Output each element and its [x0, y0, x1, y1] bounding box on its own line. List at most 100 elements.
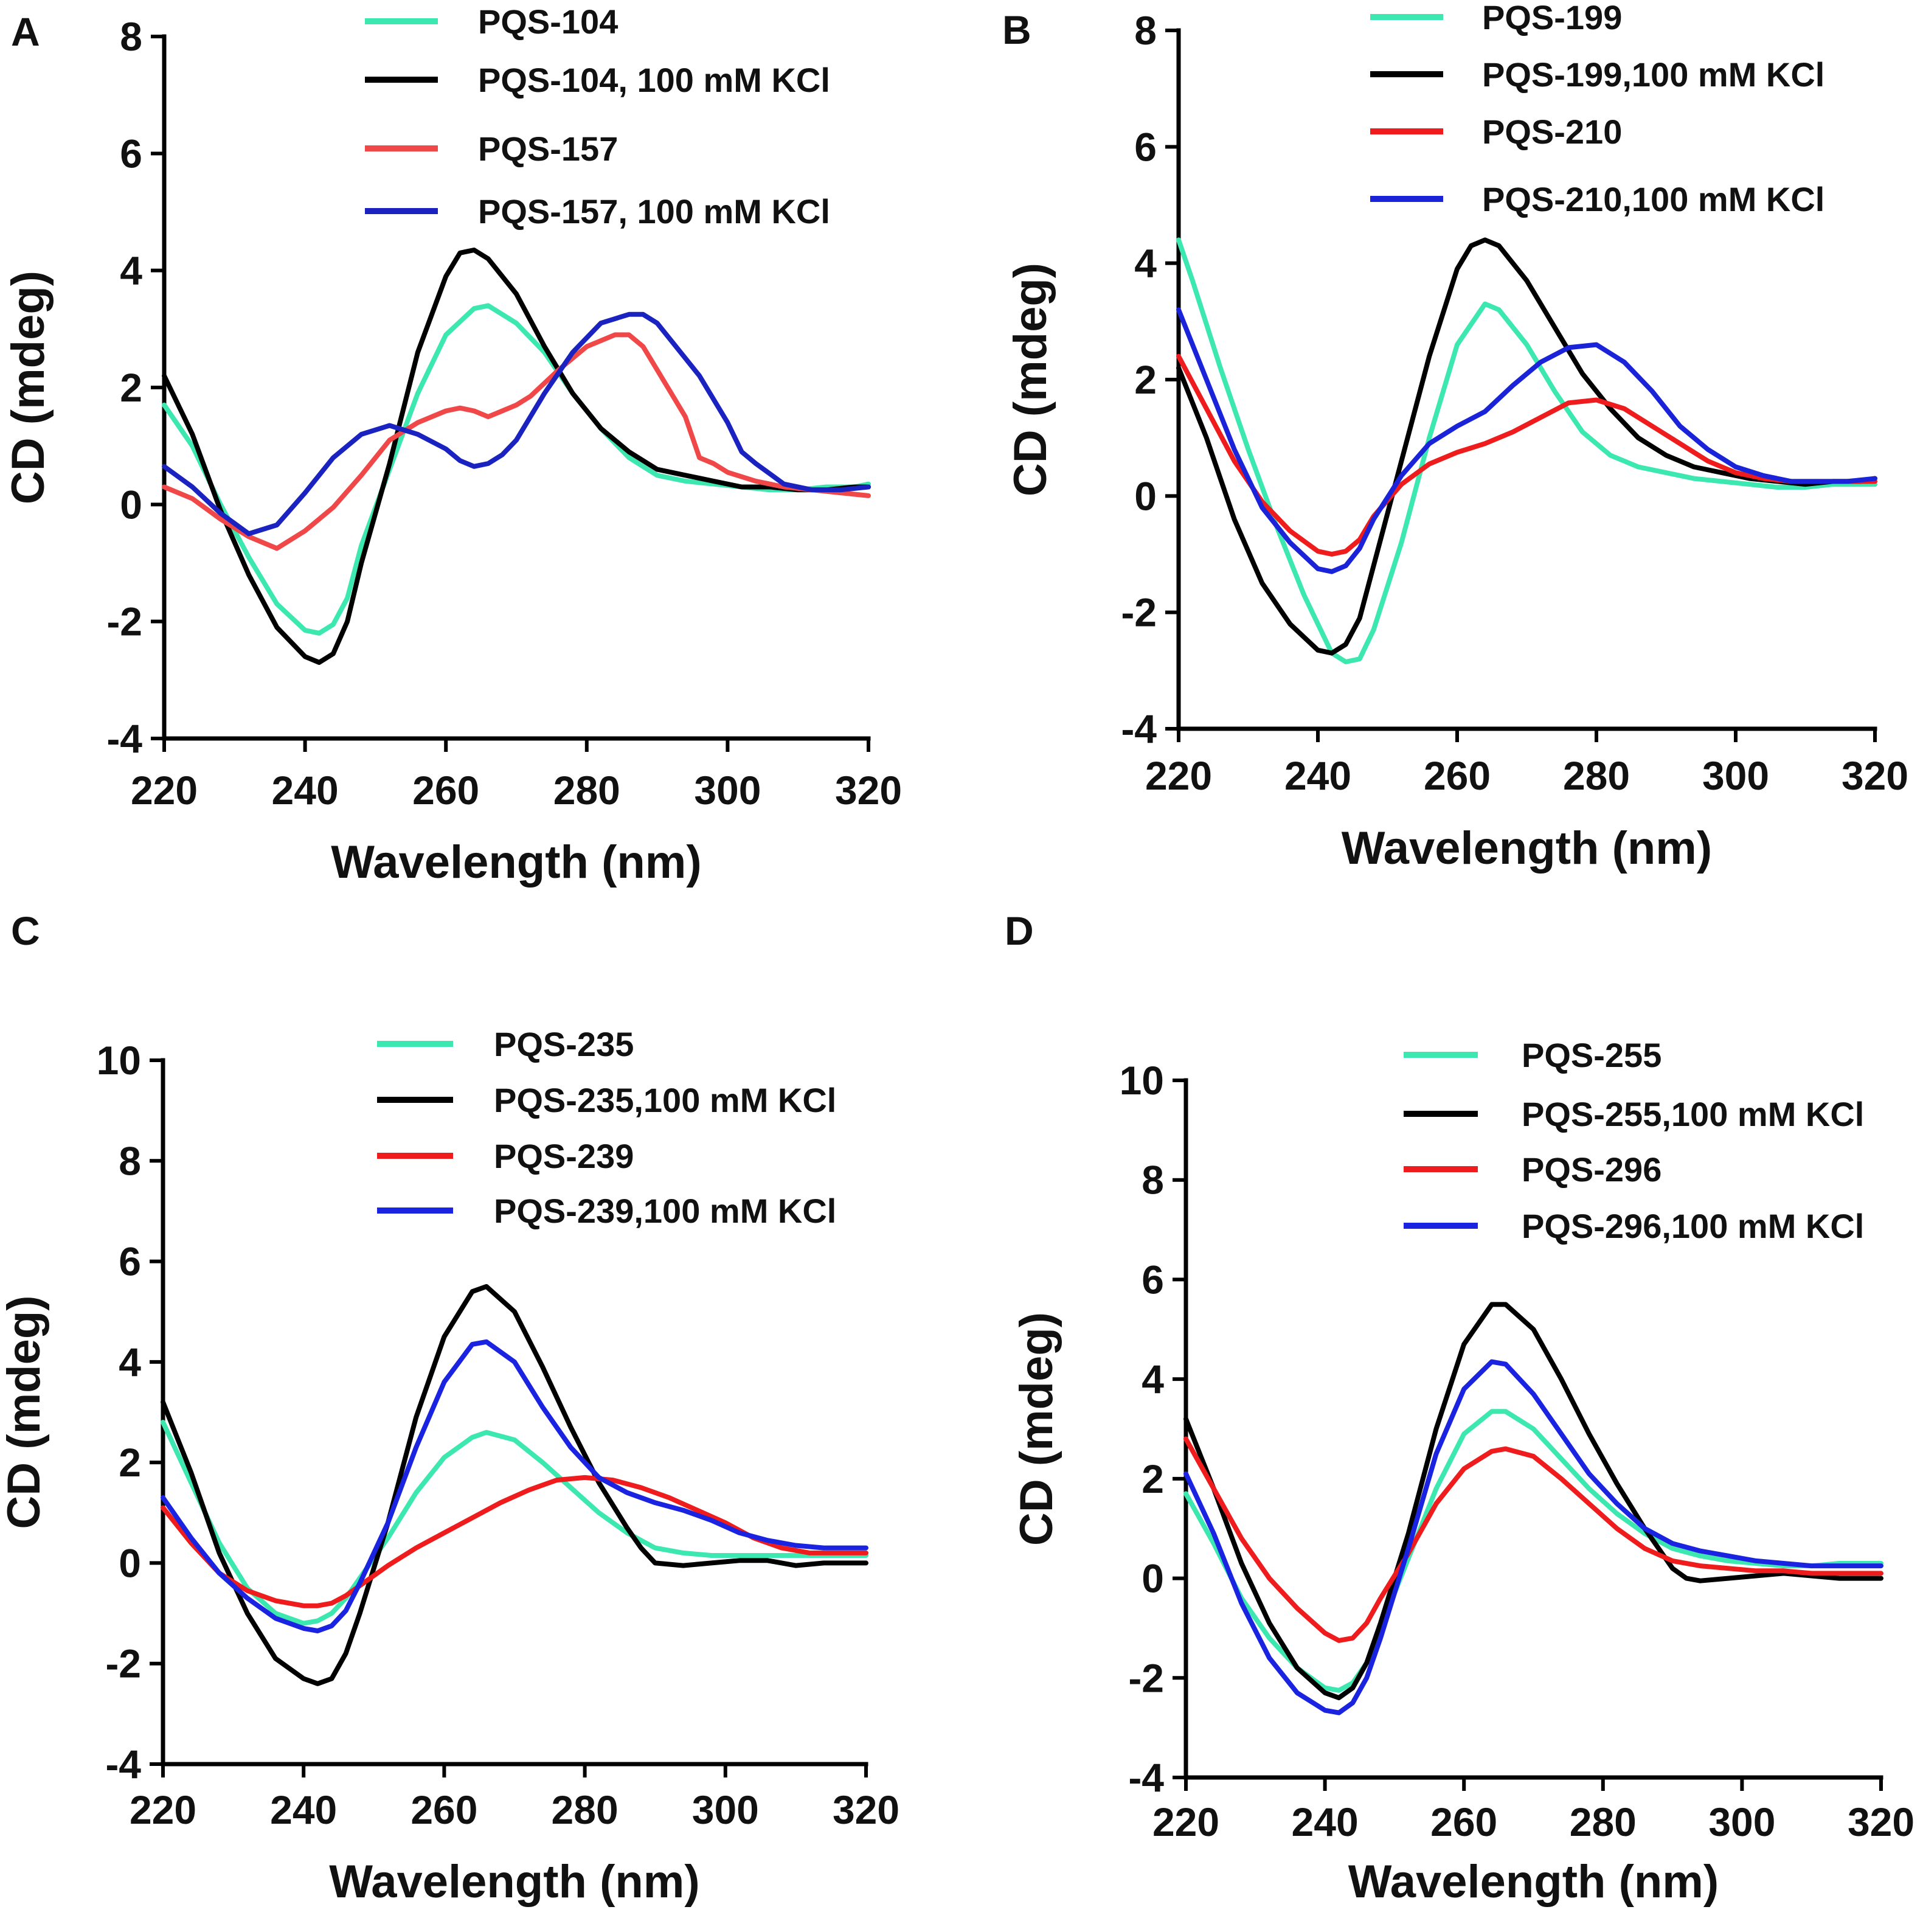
y-tick-label: 6	[119, 1239, 141, 1284]
x-tick-label: 240	[1284, 753, 1351, 798]
x-tick-label: 300	[692, 1787, 759, 1832]
y-tick-label: -4	[1121, 706, 1157, 751]
series-line-pqs-235	[161, 1420, 868, 1626]
y-tick-label: 4	[119, 1340, 141, 1385]
legend-label: PQS-210,100 mM KCl	[1482, 180, 1824, 218]
x-axis-title: Wavelength (nm)	[1342, 822, 1712, 874]
legend-label: PQS-157	[478, 130, 618, 168]
y-tick-label: 8	[1134, 8, 1157, 53]
y-tick-label: 0	[119, 1540, 141, 1585]
panel-d: D -4 -2 0 2 4 6 8 10 220 240 260 280 300 320 Wavelength…	[1005, 908, 1914, 1908]
panel-c: C -4 -2 0 2 4 6 8 10 220 240 260 280 300 320 Wavelength…	[0, 908, 899, 1908]
y-tick-label: -4	[105, 1742, 141, 1787]
legend-label: PQS-199	[1482, 0, 1622, 36]
y-tick-label: 0	[1142, 1556, 1164, 1601]
x-axis-title: Wavelength (nm)	[331, 836, 701, 888]
series-line-pqs-239-100-mm-kcl	[161, 1339, 868, 1633]
y-tick-label: 6	[1142, 1257, 1164, 1302]
x-tick-label: 300	[694, 768, 761, 813]
x-tick-label: 220	[131, 768, 198, 813]
legend-label: PQS-239	[494, 1137, 634, 1175]
y-tick-label: 4	[1134, 241, 1157, 286]
legend-label: PQS-255,100 mM KCl	[1522, 1095, 1864, 1133]
legend-label: PQS-296,100 mM KCl	[1522, 1207, 1864, 1245]
series-line-pqs-296	[1183, 1436, 1883, 1643]
y-tick-label: 10	[97, 1038, 141, 1083]
y-axis-title: CD (mdeg)	[1005, 263, 1056, 496]
panel-b: B -4 -2 0 2 4 6 8 220 240 260 280 300 320 Wavelength (…	[1002, 0, 1908, 874]
panel-letter: A	[11, 9, 40, 54]
x-tick-label: 260	[411, 1787, 477, 1832]
x-tick-label: 300	[1708, 1799, 1775, 1844]
series-line-pqs-255	[1183, 1409, 1883, 1693]
series-line-pqs-104-100-mm-kcl	[162, 248, 871, 665]
x-tick-label: 220	[1152, 1799, 1219, 1844]
y-axis-title: CD (mdeg)	[0, 1295, 50, 1529]
series-line-pqs-157	[162, 332, 871, 551]
x-tick-label: 280	[1563, 753, 1630, 798]
legend-label: PQS-239,100 mM KCl	[494, 1192, 836, 1230]
x-tick-label: 260	[1430, 1799, 1497, 1844]
x-tick-label: 260	[412, 768, 479, 813]
y-tick-label: -4	[1128, 1755, 1164, 1800]
panel-letter: C	[11, 908, 40, 953]
x-axis-title: Wavelength (nm)	[329, 1856, 699, 1908]
series-line-pqs-199	[1176, 237, 1877, 664]
y-tick-label: -2	[1121, 590, 1157, 635]
x-tick-label: 320	[1842, 753, 1908, 798]
series-line-pqs-199-100-mm-kcl	[1176, 237, 1877, 656]
y-tick-label: 2	[1134, 357, 1157, 402]
legend-label: PQS-255	[1522, 1036, 1661, 1074]
x-tick-label: 320	[1848, 1799, 1914, 1844]
x-tick-label: 320	[833, 1787, 899, 1832]
series-line-pqs-296-100-mm-kcl	[1183, 1359, 1883, 1715]
legend-label: PQS-157, 100 mM KCl	[478, 192, 830, 231]
x-tick-label: 300	[1702, 753, 1769, 798]
x-tick-label: 220	[130, 1787, 196, 1832]
x-tick-label: 280	[1570, 1799, 1637, 1844]
y-tick-label: 4	[120, 248, 142, 293]
y-tick-label: 6	[120, 131, 142, 176]
series-line-pqs-235-100-mm-kcl	[161, 1284, 868, 1686]
legend-label: PQS-104	[478, 2, 618, 41]
x-tick-label: 240	[272, 768, 339, 813]
x-tick-label: 240	[1292, 1799, 1359, 1844]
y-tick-label: 0	[120, 482, 142, 527]
y-tick-label: 8	[119, 1138, 141, 1183]
y-tick-label: 4	[1142, 1357, 1164, 1402]
series-line-pqs-210-100-mm-kcl	[1176, 307, 1877, 574]
y-tick-label: 8	[120, 14, 142, 59]
legend-label: PQS-104, 100 mM KCl	[478, 61, 830, 99]
x-tick-label: 280	[552, 1787, 618, 1832]
y-tick-label: 8	[1142, 1158, 1164, 1203]
y-tick-label: 2	[120, 365, 142, 410]
panel-a: A -4 -2 0 2 4 6 8 220 240 260 280 300 320 Wavelength (…	[2, 2, 902, 888]
x-axis-title: Wavelength (nm)	[1348, 1856, 1719, 1908]
legend-label: PQS-296	[1522, 1150, 1661, 1189]
panel-letter: B	[1002, 7, 1031, 52]
series-line-pqs-239	[161, 1475, 868, 1608]
series-line-pqs-157-100-mm-kcl	[162, 311, 871, 537]
y-tick-label: 6	[1134, 124, 1157, 169]
y-tick-label: -2	[105, 1641, 141, 1686]
legend-label: PQS-210	[1482, 113, 1622, 151]
y-tick-label: 10	[1120, 1058, 1164, 1103]
y-axis-title: CD (mdeg)	[1011, 1312, 1062, 1546]
x-tick-label: 320	[835, 768, 902, 813]
x-tick-label: 280	[553, 768, 620, 813]
y-tick-label: 2	[1142, 1456, 1164, 1501]
x-tick-label: 220	[1145, 753, 1212, 798]
y-tick-label: 2	[119, 1440, 141, 1485]
legend-label: PQS-199,100 mM KCl	[1482, 55, 1824, 94]
y-tick-label: -4	[106, 716, 142, 761]
series-line-pqs-255-100-mm-kcl	[1183, 1302, 1883, 1700]
x-tick-label: 260	[1424, 753, 1491, 798]
legend-label: PQS-235	[494, 1025, 634, 1063]
panel-letter: D	[1005, 908, 1034, 953]
y-tick-label: -2	[106, 599, 142, 644]
x-tick-label: 240	[270, 1787, 337, 1832]
series-line-pqs-210	[1176, 353, 1877, 557]
y-tick-label: 0	[1134, 473, 1157, 518]
y-axis-title: CD (mdeg)	[2, 271, 54, 504]
